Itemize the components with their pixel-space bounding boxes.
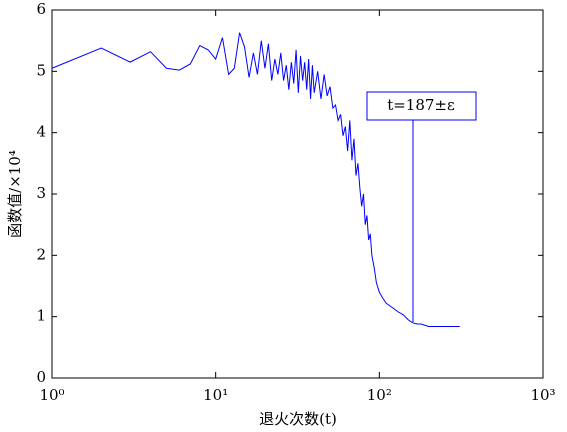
y-tick-label: 1	[36, 307, 46, 325]
y-tick-label: 3	[36, 184, 46, 202]
x-axis-label: 退火次数(t)	[259, 410, 337, 428]
data-line	[51, 32, 460, 327]
x-tick-label: 10¹	[203, 386, 228, 404]
x-tick-label: 10⁰	[39, 386, 64, 404]
y-axis-label: 函数值/×10⁴	[6, 150, 24, 238]
y-tick-label: 0	[36, 368, 46, 386]
annotation-box	[366, 91, 477, 121]
y-tick-label: 4	[36, 123, 46, 141]
x-tick-label: 10²	[367, 386, 392, 404]
y-tick-label: 5	[36, 61, 46, 79]
y-tick-label: 6	[36, 0, 46, 18]
annotation: t=187±ε	[387, 96, 455, 114]
y-tick-label: 2	[36, 245, 46, 263]
x-tick-label: 10³	[530, 386, 555, 404]
plot-frame	[51, 9, 544, 379]
